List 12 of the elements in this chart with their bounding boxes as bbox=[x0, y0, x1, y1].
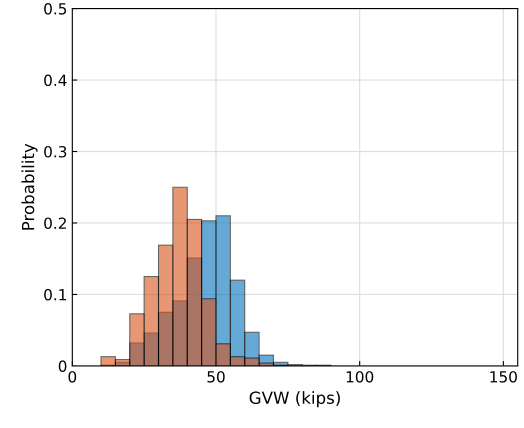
x-tick-label: 150 bbox=[490, 371, 517, 383]
x-axis-title: GVW (kips) bbox=[250, 391, 340, 408]
y-axis-title: Probability bbox=[21, 144, 38, 230]
x-tick-label: 100 bbox=[346, 371, 374, 383]
y-tick-label: 0.1 bbox=[44, 288, 66, 300]
y-tick-label: 0.2 bbox=[44, 217, 66, 230]
y-tick-label: 0.4 bbox=[44, 74, 67, 86]
x-tick-label: 50 bbox=[207, 371, 225, 383]
y-tick-label: 0.3 bbox=[44, 146, 66, 158]
y-tick-label: 0.5 bbox=[44, 3, 66, 15]
y-tick-label: 0 bbox=[58, 360, 66, 372]
x-tick-label: 0 bbox=[68, 371, 76, 383]
